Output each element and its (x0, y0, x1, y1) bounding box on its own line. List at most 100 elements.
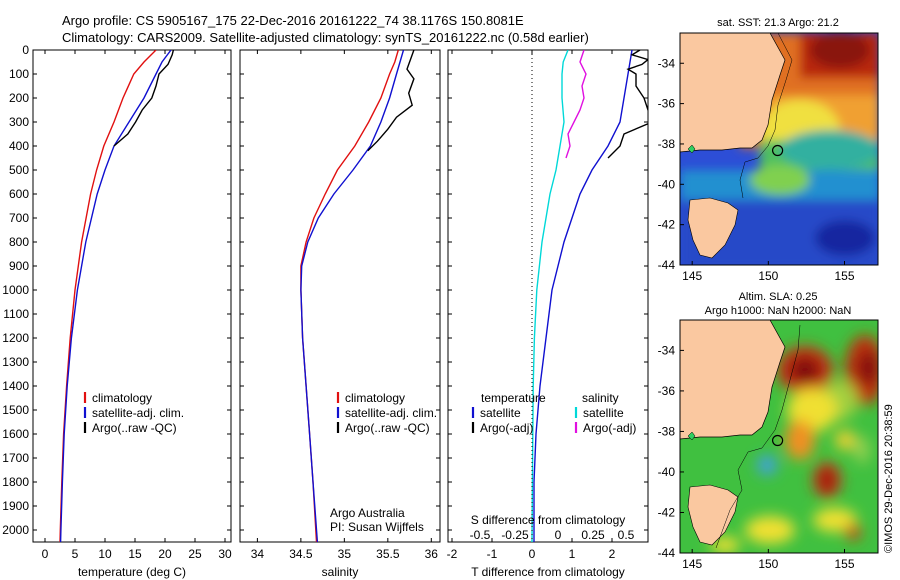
difference-plot-frame (447, 49, 649, 543)
salinity-plot-frame (239, 49, 441, 543)
y-tick-label: 1400 (2, 379, 29, 393)
sst-map-title: sat. SST: 21.3 Argo: 21.2 (717, 17, 839, 29)
y-tick-label: 400 (9, 139, 29, 153)
x-axis-label: temperature (deg C) (78, 565, 186, 579)
annotation-text: Argo Australia (330, 506, 405, 520)
x-axis-label: salinity (322, 565, 359, 579)
legend-entry: satellite (480, 406, 521, 420)
x-tick-label: 35.5 (376, 547, 400, 561)
map-y-tick-label: -42 (658, 505, 676, 519)
y-tick-label: 600 (9, 187, 29, 201)
x-tick-label: 15 (128, 547, 142, 561)
x-tick-label: 1 (569, 547, 576, 561)
x-axis-label-s: S difference from climatology (471, 513, 626, 527)
legend-entry: Argo(-adj) (583, 421, 636, 435)
y-tick-label: 0 (22, 43, 29, 57)
s-tick-label: 0.5 (618, 528, 635, 542)
legend-entry: climatology (92, 391, 152, 405)
header-line-2: Climatology: CARS2009. Satellite-adjuste… (62, 30, 589, 45)
map-x-tick-label: 145 (682, 557, 702, 571)
x-tick-label: 34 (251, 547, 265, 561)
y-tick-label: 1300 (2, 355, 29, 369)
series-line-1 (59, 50, 172, 542)
map-y-tick-label: -38 (658, 424, 676, 438)
y-tick-label: 1900 (2, 499, 29, 513)
temperature-plot-frame (32, 49, 232, 543)
series-line-0 (300, 50, 399, 542)
x-tick-label: 34.5 (289, 547, 313, 561)
series-line-2 (113, 50, 175, 147)
y-tick-label: 1100 (3, 307, 29, 321)
s-tick-label: 0.25 (581, 528, 605, 542)
sst-map (680, 33, 878, 265)
y-tick-label: 900 (9, 259, 29, 273)
map-x-tick-label: 150 (758, 269, 778, 283)
series-line-1 (300, 50, 405, 542)
x-tick-label: -1 (487, 547, 498, 561)
y-tick-label: 300 (9, 115, 29, 129)
sla-map-title-2: Argo h1000: NaN h2000: NaN (705, 305, 852, 317)
y-tick-label: 1200 (2, 331, 29, 345)
y-tick-label: 700 (9, 211, 29, 225)
map-y-tick-label: -40 (658, 465, 676, 479)
sla-map-axes: 145 150 155 -34 -36 -38 -40 -42 -44 (658, 343, 855, 571)
map-y-tick-label: -34 (658, 56, 676, 70)
map-y-tick-label: -44 (658, 546, 676, 560)
sla-map-title-1: Altim. SLA: 0.25 (739, 291, 818, 303)
x-tick-label: 25 (188, 547, 202, 561)
x-tick-label: 5 (72, 547, 79, 561)
x-tick-label: 0 (529, 547, 536, 561)
y-tick-label: 500 (9, 163, 29, 177)
map-y-tick-label: -34 (658, 343, 676, 357)
credit-text: ©IMOS 29-Dec-2016 20:38:59 (883, 404, 895, 553)
sla-map-frame (679, 319, 879, 554)
y-tick-label: 1500 (2, 403, 29, 417)
series-line-1 (607, 50, 648, 159)
sla-argo-marker (771, 434, 784, 447)
map-x-tick-label: 155 (834, 557, 854, 571)
legend-entry: satellite-adj. clim. (345, 406, 437, 420)
temperature-plot: 0 100 200 300 400 500 600 700 800 900 1000 1100 1200… (2, 43, 232, 579)
y-tick-label: 100 (9, 67, 29, 81)
map-y-tick-label: -38 (658, 137, 676, 151)
y-tick-label: 200 (9, 91, 29, 105)
x-tick-label: 35 (338, 547, 352, 561)
x-tick-label: 2 (609, 547, 616, 561)
y-tick-label: 1700 (2, 451, 29, 465)
x-tick-label: 30 (218, 547, 232, 561)
map-y-tick-label: -42 (658, 218, 676, 232)
map-x-tick-label: 145 (682, 269, 702, 283)
map-y-tick-label: -44 (658, 258, 676, 272)
y-tick-label: 2000 (2, 523, 29, 537)
legend-entry: satellite-adj. clim. (92, 406, 184, 420)
series-line-2 (367, 50, 415, 152)
series-line-3 (565, 50, 587, 159)
salinity-plot: 34 34.5 35 35.5 36 salinity climatologysatelli… (240, 49, 440, 579)
x-tick-label: 20 (158, 547, 172, 561)
legend-entry: Argo(..raw -QC) (345, 421, 430, 435)
sst-map-axes: 145 150 155 -34 -36 -38 -40 -42 -44 (658, 56, 855, 283)
map-x-tick-label: 155 (834, 269, 854, 283)
y-tick-label: 1000 (2, 283, 29, 297)
y-tick-label: 1800 (2, 475, 29, 489)
s-tick-label: 0 (555, 528, 562, 542)
x-tick-label: -2 (447, 547, 458, 561)
legend-entry: climatology (345, 391, 405, 405)
s-tick-label: -0.25 (501, 528, 529, 542)
x-axis-label-t: T difference from climatology (471, 565, 625, 579)
annotation-text: PI: Susan Wijffels (330, 520, 424, 534)
series-line-2 (531, 50, 569, 542)
legend-entry: satellite (583, 406, 624, 420)
map-y-tick-label: -40 (658, 177, 676, 191)
series-line-0 (59, 50, 157, 542)
x-tick-label: 36 (425, 547, 439, 561)
legend-entry: Argo(..raw -QC) (92, 421, 177, 435)
legend-entry: Argo(-adj) (480, 421, 533, 435)
sst-map-frame (679, 32, 879, 266)
series-line-0 (533, 50, 633, 542)
y-tick-label: 1600 (2, 427, 29, 441)
y-tick-label: 800 (9, 235, 29, 249)
map-y-tick-label: -36 (658, 384, 676, 398)
